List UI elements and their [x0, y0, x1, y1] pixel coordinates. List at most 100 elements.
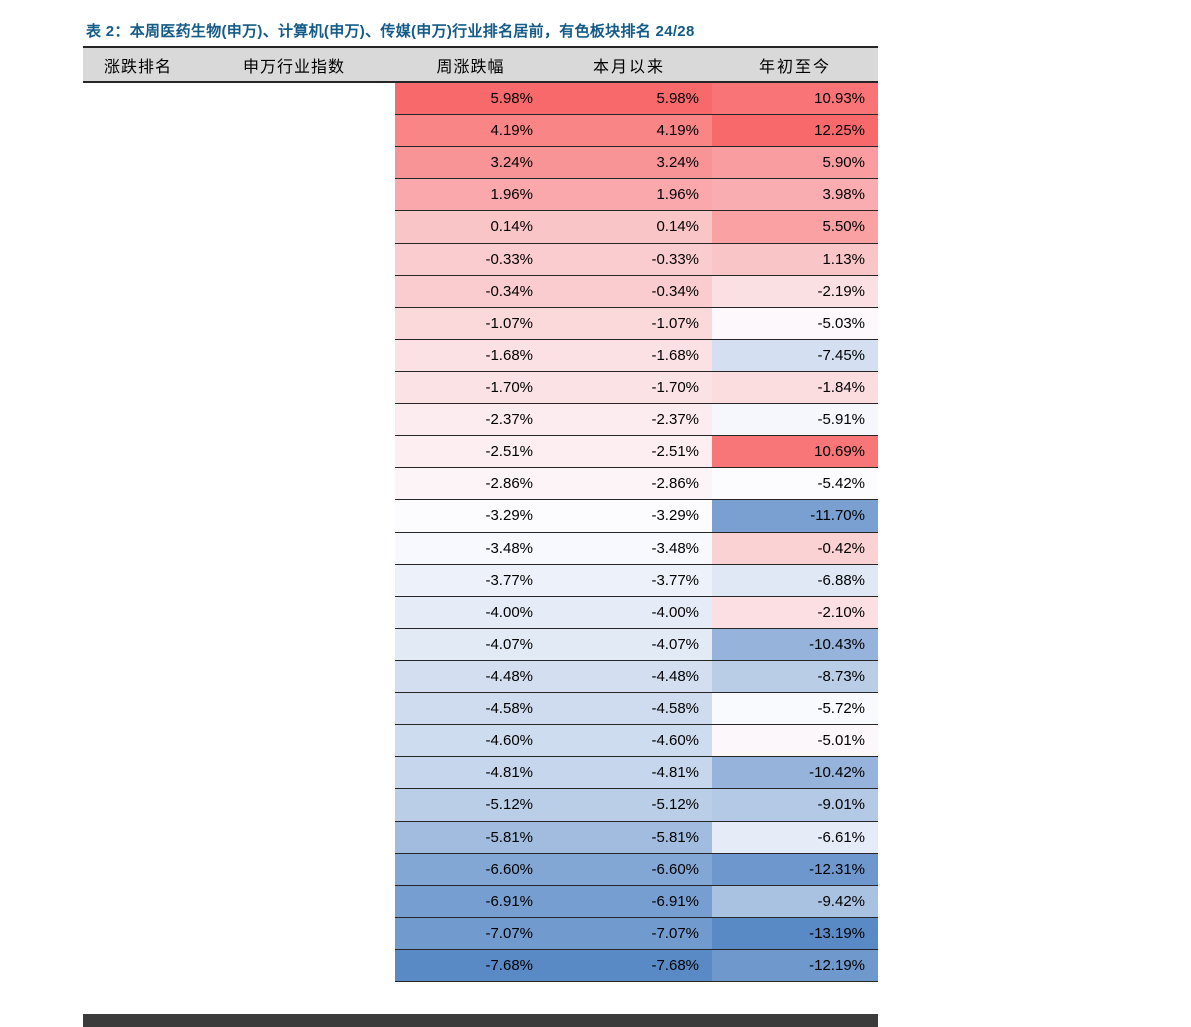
table-row: -4.48% -4.48% -8.73%	[83, 660, 878, 694]
cell-month-to-date: -2.37%	[546, 404, 712, 436]
row-value-cells: -3.77% -3.77% -6.88%	[395, 564, 878, 597]
row-rank-index-blank-cells	[83, 404, 395, 436]
row-rank-index-blank-cells	[83, 468, 395, 500]
table-row: -4.58% -4.58% -5.72%	[83, 693, 878, 726]
cell-weekly-change: 4.19%	[395, 115, 546, 147]
cell-weekly-change: -4.81%	[395, 757, 546, 789]
table-row: -2.37% -2.37% -5.91%	[83, 404, 878, 437]
table-row: 5.98% 5.98% 10.93%	[83, 83, 878, 116]
cell-weekly-change: -4.60%	[395, 725, 546, 757]
table-row: -5.12% -5.12% -9.01%	[83, 789, 878, 822]
cell-month-to-date: -1.07%	[546, 307, 712, 339]
row-value-cells: -4.81% -4.81% -10.42%	[395, 757, 878, 790]
cell-weekly-change: -3.77%	[395, 564, 546, 596]
cell-weekly-change: 1.96%	[395, 179, 546, 211]
cell-month-to-date: -0.34%	[546, 275, 712, 307]
table-row: -7.68% -7.68% -12.19%	[83, 949, 878, 983]
cell-year-to-date: -10.42%	[712, 757, 878, 789]
cell-month-to-date: -7.68%	[546, 949, 712, 982]
row-value-cells: -7.68% -7.68% -12.19%	[395, 949, 878, 983]
row-rank-index-blank-cells	[83, 725, 395, 757]
cell-year-to-date: -8.73%	[712, 660, 878, 693]
table-title: 表 2：本周医药生物(申万)、计算机(申万)、传媒(申万)行业排名居前，有色板块…	[86, 23, 695, 40]
row-rank-index-blank-cells	[83, 500, 395, 532]
row-value-cells: -1.07% -1.07% -5.03%	[395, 307, 878, 340]
table-row: -1.07% -1.07% -5.03%	[83, 307, 878, 340]
table-row: -7.07% -7.07% -13.19%	[83, 917, 878, 950]
cell-year-to-date: -1.84%	[712, 371, 878, 404]
row-value-cells: -5.81% -5.81% -6.61%	[395, 821, 878, 854]
table-body: 5.98% 5.98% 10.93% 4.19% 4.19% 12.25% 3.24% 3.2…	[83, 83, 878, 983]
cell-month-to-date: -3.77%	[546, 564, 712, 596]
row-rank-index-blank-cells	[83, 372, 395, 404]
table-row: -2.86% -2.86% -5.42%	[83, 468, 878, 501]
row-rank-index-blank-cells	[83, 115, 395, 147]
row-rank-index-blank-cells	[83, 565, 395, 597]
cell-year-to-date: -12.19%	[712, 949, 878, 982]
table-row: 1.96% 1.96% 3.98%	[83, 179, 878, 212]
table-row: -3.29% -3.29% -11.70%	[83, 500, 878, 533]
row-rank-index-blank-cells	[83, 147, 395, 179]
cell-year-to-date: -12.31%	[712, 853, 878, 885]
row-value-cells: -0.33% -0.33% 1.13%	[395, 243, 878, 276]
table-row: 3.24% 3.24% 5.90%	[83, 147, 878, 180]
cell-year-to-date: -9.01%	[712, 789, 878, 821]
cell-weekly-change: -4.00%	[395, 596, 546, 628]
cell-weekly-change: -0.34%	[395, 275, 546, 307]
row-value-cells: -0.34% -0.34% -2.19%	[395, 275, 878, 308]
cell-month-to-date: -1.68%	[546, 339, 712, 371]
row-rank-index-blank-cells	[83, 276, 395, 308]
cell-weekly-change: -3.29%	[395, 500, 546, 532]
table-row: -3.77% -3.77% -6.88%	[83, 564, 878, 597]
cell-year-to-date: -6.88%	[712, 564, 878, 596]
table-row: -0.34% -0.34% -2.19%	[83, 275, 878, 308]
row-rank-index-blank-cells	[83, 886, 395, 918]
row-value-cells: -2.37% -2.37% -5.91%	[395, 404, 878, 437]
cell-year-to-date: 10.69%	[712, 436, 878, 468]
cell-month-to-date: -4.48%	[546, 660, 712, 693]
cell-weekly-change: -2.51%	[395, 436, 546, 468]
row-value-cells: -5.12% -5.12% -9.01%	[395, 789, 878, 822]
figure-bottom-divider-bar	[83, 1014, 878, 1027]
row-rank-index-blank-cells	[83, 308, 395, 340]
table-row: -4.60% -4.60% -5.01%	[83, 725, 878, 758]
cell-year-to-date: 1.13%	[712, 243, 878, 275]
row-value-cells: -4.07% -4.07% -10.43%	[395, 628, 878, 661]
cell-year-to-date: -11.70%	[712, 500, 878, 532]
cell-month-to-date: -3.48%	[546, 532, 712, 564]
column-header-year-to-date: 年初至今	[758, 58, 831, 76]
cell-year-to-date: -5.01%	[712, 725, 878, 757]
row-value-cells: -2.86% -2.86% -5.42%	[395, 468, 878, 501]
cell-month-to-date: -2.51%	[546, 436, 712, 468]
cell-month-to-date: -6.91%	[546, 885, 712, 917]
industry-ranking-table: 涨跌排名 申万行业指数 周涨跌幅 本月以来 年初至今 5.98% 5.98% 10.…	[83, 46, 878, 983]
table-row: -4.07% -4.07% -10.43%	[83, 628, 878, 661]
cell-weekly-change: 0.14%	[395, 211, 546, 243]
column-header-sw-industry-index: 申万行业指数	[242, 58, 345, 76]
cell-weekly-change: -5.81%	[395, 821, 546, 853]
row-value-cells: -1.70% -1.70% -1.84%	[395, 371, 878, 405]
table-row: -1.68% -1.68% -7.45%	[83, 339, 878, 372]
row-rank-index-blank-cells	[83, 244, 395, 276]
row-value-cells: -7.07% -7.07% -13.19%	[395, 917, 878, 950]
cell-month-to-date: -1.70%	[546, 371, 712, 404]
row-value-cells: 3.24% 3.24% 5.90%	[395, 147, 878, 180]
column-header-month-to-date: 本月以来	[592, 58, 665, 76]
row-rank-index-blank-cells	[83, 179, 395, 211]
cell-month-to-date: -3.29%	[546, 500, 712, 532]
cell-weekly-change: -6.60%	[395, 853, 546, 885]
table-row: -6.91% -6.91% -9.42%	[83, 885, 878, 918]
cell-month-to-date: -4.07%	[546, 628, 712, 660]
row-value-cells: -6.91% -6.91% -9.42%	[395, 885, 878, 918]
table-row: -4.00% -4.00% -2.10%	[83, 596, 878, 629]
cell-weekly-change: -2.86%	[395, 468, 546, 500]
cell-month-to-date: -4.58%	[546, 693, 712, 725]
cell-month-to-date: -5.12%	[546, 789, 712, 821]
row-rank-index-blank-cells	[83, 597, 395, 629]
row-value-cells: 5.98% 5.98% 10.93%	[395, 83, 878, 116]
row-rank-index-blank-cells	[83, 436, 395, 468]
cell-weekly-change: -6.91%	[395, 885, 546, 917]
cell-weekly-change: -4.58%	[395, 693, 546, 725]
cell-year-to-date: -5.42%	[712, 468, 878, 500]
table-row: -2.51% -2.51% 10.69%	[83, 436, 878, 469]
